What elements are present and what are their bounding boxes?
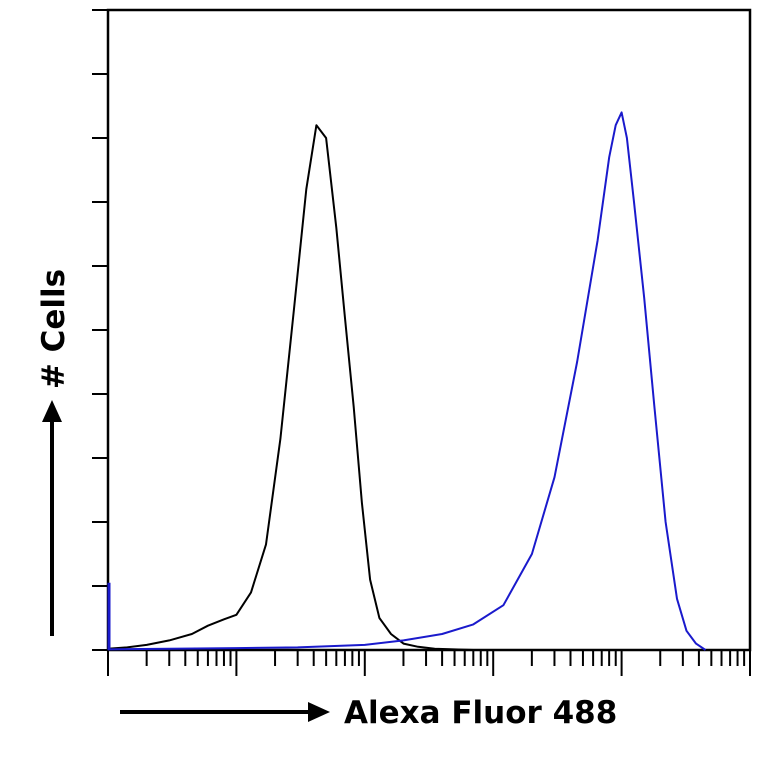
series-line-2 bbox=[107, 111, 707, 651]
y-axis-label: # Cells bbox=[36, 269, 72, 389]
x-axis-arrowhead bbox=[308, 702, 330, 722]
series-line-1 bbox=[107, 124, 474, 651]
x-axis-label: Alexa Fluor 488 bbox=[344, 695, 617, 731]
y-axis-ticks bbox=[92, 9, 108, 651]
series-layer bbox=[107, 111, 707, 651]
plot-frame bbox=[106, 8, 752, 652]
y-axis-arrowhead bbox=[42, 400, 62, 422]
x-axis-ticks bbox=[107, 650, 751, 676]
